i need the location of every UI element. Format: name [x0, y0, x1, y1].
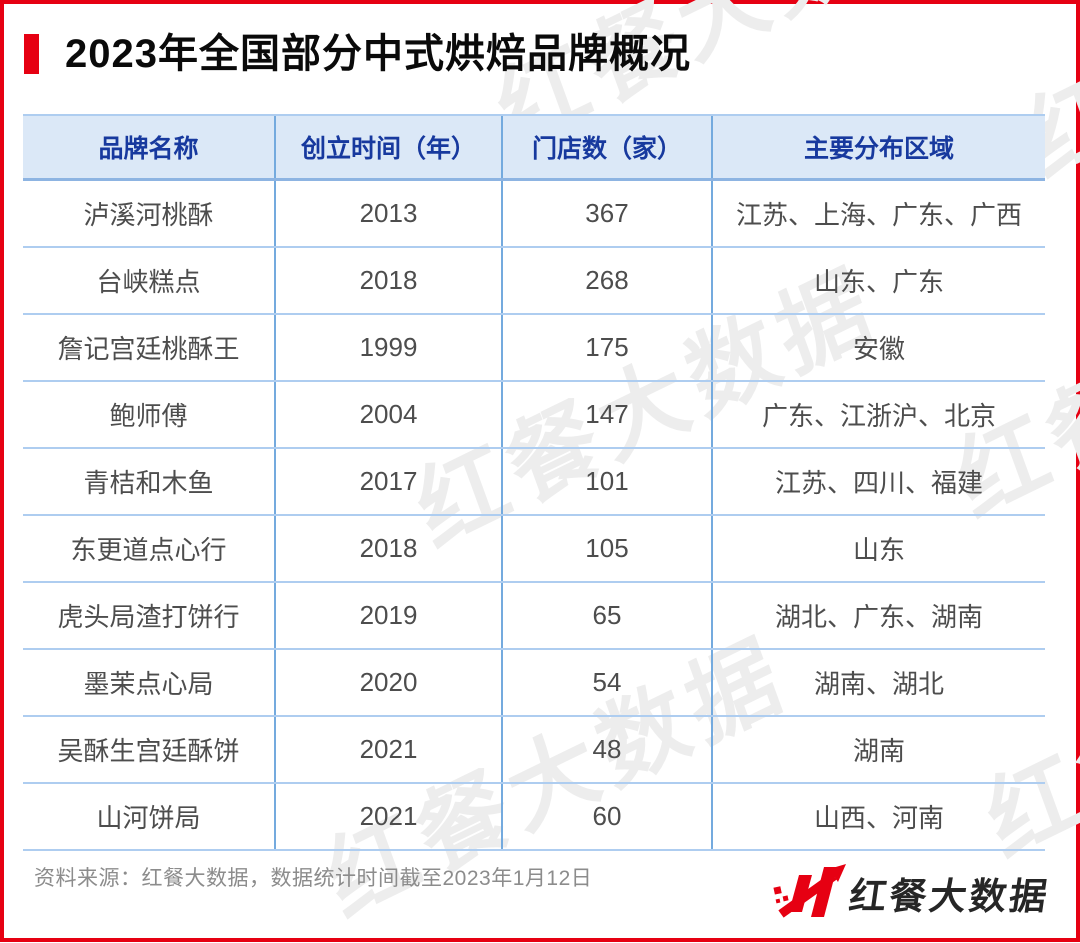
table-cell: 2021: [274, 716, 502, 784]
table-cell: 101: [501, 448, 712, 516]
brands-table: 品牌名称 创立时间（年） 门店数（家） 主要分布区域 泸溪河桃酥 2013 367 江苏、上…: [23, 114, 1045, 851]
table-row: 詹记宫廷桃酥王 1999 175 安徽: [23, 314, 1045, 382]
hongcan-logo: 红餐大数据: [772, 860, 1052, 926]
table-row: 墨茉点心局 2020 54 湖南、湖北: [23, 649, 1045, 717]
table-cell: 台峡糕点: [23, 247, 275, 315]
table-cell: 48: [501, 716, 712, 784]
table-cell: 147: [501, 381, 712, 449]
table-cell: 山东、广东: [711, 247, 1045, 315]
table-cell: 墨茉点心局: [23, 649, 275, 717]
table-cell: 广东、江浙沪、北京: [711, 381, 1045, 449]
table-cell: 2017: [274, 448, 502, 516]
table-cell: 山河饼局: [23, 783, 275, 851]
table-cell: 2013: [274, 179, 502, 248]
table-header-row: 品牌名称 创立时间（年） 门店数（家） 主要分布区域: [23, 114, 1045, 181]
table-cell: 詹记宫廷桃酥王: [23, 314, 275, 382]
table-cell: 60: [501, 783, 712, 851]
table-cell: 青桔和木鱼: [23, 448, 275, 516]
table-cell: 鲍师傅: [23, 381, 275, 449]
table-cell: 175: [501, 314, 712, 382]
table-row: 台峡糕点 2018 268 山东、广东: [23, 247, 1045, 315]
table-cell: 268: [501, 247, 712, 315]
hongcan-logo-text: 红餐大数据: [846, 876, 1053, 917]
column-header-1: 创立时间（年）: [274, 114, 502, 181]
table-row: 泸溪河桃酥 2013 367 江苏、上海、广东、广西: [23, 179, 1045, 248]
table-cell: 1999: [274, 314, 502, 382]
table-cell: 湖南: [711, 716, 1045, 784]
table-row: 青桔和木鱼 2017 101 江苏、四川、福建: [23, 448, 1045, 516]
table-cell: 367: [501, 179, 712, 248]
table-row: 东更道点心行 2018 105 山东: [23, 515, 1045, 583]
table-row: 山河饼局 2021 60 山西、河南: [23, 783, 1045, 851]
source-note: 资料来源：红餐大数据，数据统计时间截至2023年1月12日: [34, 867, 593, 890]
table-row: 虎头局渣打饼行 2019 65 湖北、广东、湖南: [23, 582, 1045, 650]
table-cell: 虎头局渣打饼行: [23, 582, 275, 650]
table-cell: 泸溪河桃酥: [23, 179, 275, 248]
table-cell: 54: [501, 649, 712, 717]
table-cell: 2020: [274, 649, 502, 717]
page-title: 2023年全国部分中式烘焙品牌概况: [65, 32, 691, 76]
table-cell: 2018: [274, 247, 502, 315]
table-cell: 2018: [274, 515, 502, 583]
table-cell: 2019: [274, 582, 502, 650]
table-row: 吴酥生宫廷酥饼 2021 48 湖南: [23, 716, 1045, 784]
column-header-2: 门店数（家）: [501, 114, 712, 181]
table-cell: 湖南、湖北: [711, 649, 1045, 717]
table-cell: 吴酥生宫廷酥饼: [23, 716, 275, 784]
table-cell: 2021: [274, 783, 502, 851]
table-cell: 江苏、上海、广东、广西: [711, 179, 1045, 248]
table-cell: 山西、河南: [711, 783, 1045, 851]
table-cell: 湖北、广东、湖南: [711, 582, 1045, 650]
column-header-0: 品牌名称: [23, 114, 275, 181]
table-cell: 2004: [274, 381, 502, 449]
table-cell: 安徽: [711, 314, 1045, 382]
table-cell: 东更道点心行: [23, 515, 275, 583]
table-row: 鲍师傅 2004 147 广东、江浙沪、北京: [23, 381, 1045, 449]
title-section: 2023年全国部分中式烘焙品牌概况: [24, 30, 691, 78]
table-cell: 山东: [711, 515, 1045, 583]
column-header-3: 主要分布区域: [711, 114, 1045, 181]
title-accent-bar: [24, 34, 39, 74]
table-cell: 江苏、四川、福建: [711, 448, 1045, 516]
hongcan-h-arrow-icon: [773, 864, 846, 918]
table-cell: 105: [501, 515, 712, 583]
table-cell: 65: [501, 582, 712, 650]
